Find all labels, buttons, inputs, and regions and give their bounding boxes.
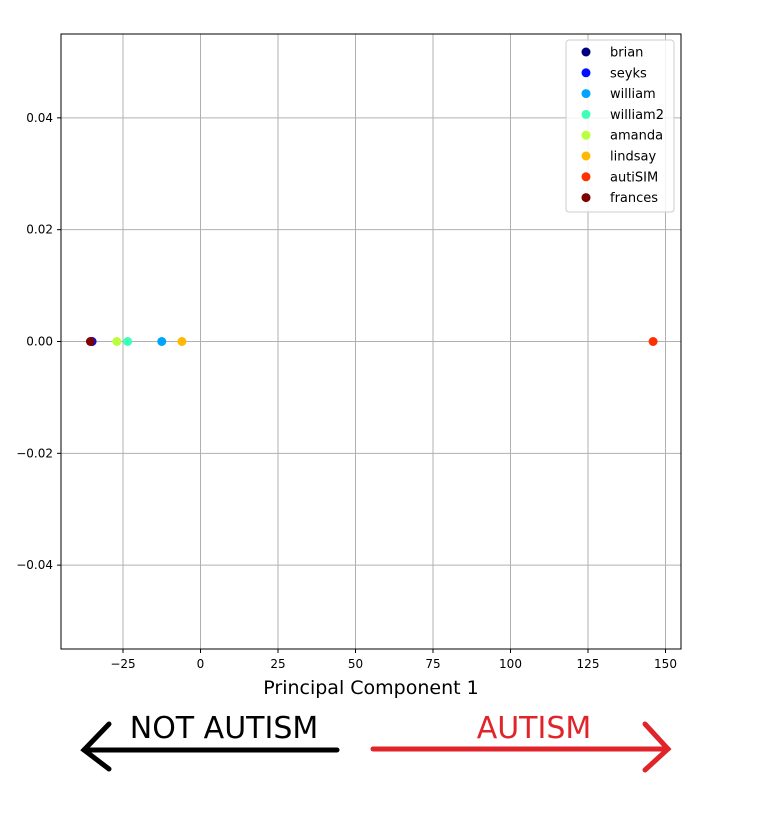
legend-marker-frances xyxy=(581,193,591,203)
data-point-frances xyxy=(85,337,95,346)
x-tick-label: 50 xyxy=(348,657,363,671)
legend-label-brian: brian xyxy=(610,46,643,61)
legend-marker-lindsay xyxy=(581,151,591,161)
data-point-amanda xyxy=(112,337,122,346)
x-tick-label: 125 xyxy=(577,657,600,671)
legend-marker-william xyxy=(581,89,591,99)
y-tick-label: 0.02 xyxy=(26,223,53,237)
y-axis: −0.04 −0.02 0.00 0.02 0.04 xyxy=(16,111,61,572)
data-point-william xyxy=(157,337,167,346)
legend-marker-seyks xyxy=(581,68,591,78)
autism-annotation: AUTISM xyxy=(370,711,672,773)
x-tick-label: 0 xyxy=(197,657,205,671)
data-point-autiSIM xyxy=(648,337,658,346)
x-tick-label: 75 xyxy=(425,657,440,671)
legend-label-william2: william2 xyxy=(610,108,664,123)
legend-marker-autiSIM xyxy=(581,172,591,182)
legend-label-autiSIM: autiSIM xyxy=(610,170,658,185)
y-tick-label: 0.00 xyxy=(26,335,53,349)
legend-label-seyks: seyks xyxy=(610,66,647,81)
not-autism-annotation: NOT AUTISM xyxy=(80,711,340,772)
legend-frame xyxy=(565,39,675,213)
x-tick-label: 25 xyxy=(270,657,285,671)
data-points xyxy=(85,337,658,346)
data-point-william2 xyxy=(123,337,133,346)
autism-label: AUTISM xyxy=(477,711,592,746)
y-tick-label: −0.04 xyxy=(16,558,53,572)
x-axis: −25 0 25 50 75 100 125 150 xyxy=(110,649,677,671)
x-axis-label: Principal Component 1 xyxy=(263,677,478,699)
right-arrow xyxy=(370,721,672,773)
y-tick-label: −0.02 xyxy=(16,446,53,460)
x-tick-label: 150 xyxy=(654,657,677,671)
x-tick-label: −25 xyxy=(110,657,135,671)
left-arrow xyxy=(80,721,340,772)
y-tick-label: 0.04 xyxy=(26,111,53,125)
legend-label-william: william xyxy=(610,87,656,102)
x-tick-label: 100 xyxy=(499,657,522,671)
legend-marker-brian xyxy=(581,47,591,57)
legend-marker-amanda xyxy=(581,130,591,140)
legend-label-frances: frances xyxy=(610,191,658,206)
legend-label-lindsay: lindsay xyxy=(610,150,656,165)
not-autism-label: NOT AUTISM xyxy=(130,711,319,746)
legend: brian seyks william william2 amanda lindsay au… xyxy=(565,39,675,213)
legend-marker-william2 xyxy=(581,109,591,119)
data-point-lindsay xyxy=(177,337,187,346)
legend-label-amanda: amanda xyxy=(610,129,663,144)
